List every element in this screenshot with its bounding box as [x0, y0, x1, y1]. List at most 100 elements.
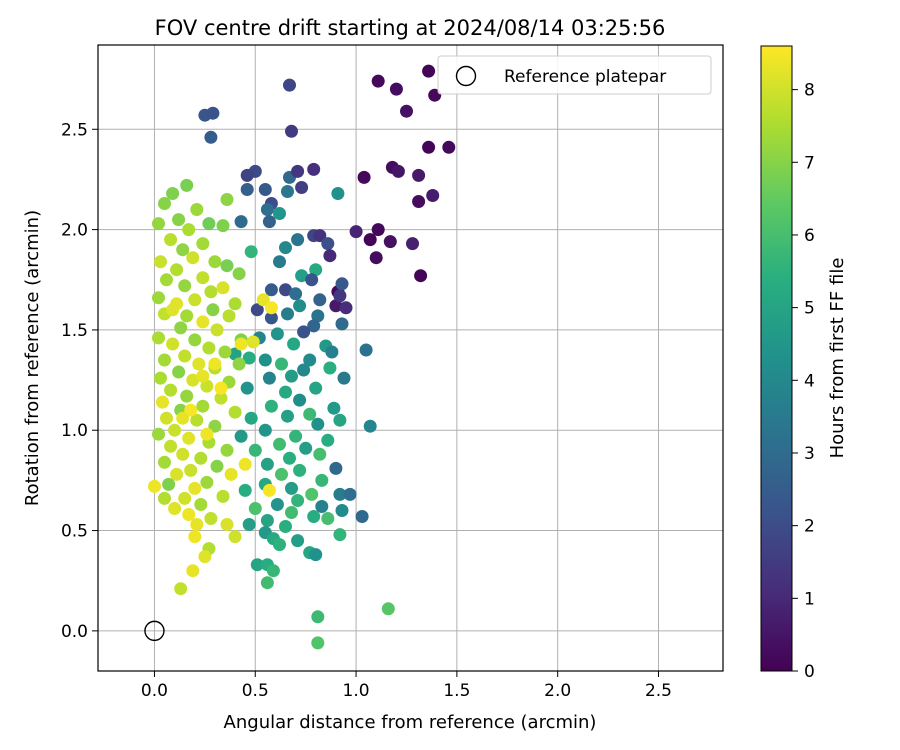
data-point: [156, 395, 169, 409]
data-point: [164, 439, 178, 453]
data-point: [281, 409, 294, 423]
data-point: [238, 457, 252, 471]
data-point: [412, 195, 426, 208]
data-point: [258, 423, 272, 437]
data-point: [196, 237, 210, 251]
data-point: [202, 217, 216, 231]
chart-title: FOV centre drift starting at 2024/08/14 …: [155, 16, 666, 40]
data-point: [244, 411, 258, 425]
data-point: [339, 301, 353, 315]
legend-label-reference: Reference platepar: [504, 67, 666, 87]
data-point: [222, 309, 236, 323]
data-point: [220, 518, 234, 531]
data-point: [200, 379, 214, 393]
data-point: [309, 548, 323, 562]
data-point: [335, 317, 349, 331]
data-point: [327, 401, 341, 415]
data-point: [313, 229, 327, 243]
data-point: [228, 297, 242, 311]
data-point: [295, 269, 309, 283]
colorbar-tick-label: 8: [804, 81, 815, 101]
x-tick-label: 1.5: [443, 681, 470, 701]
y-tick-label: 2.0: [61, 221, 88, 241]
data-point: [281, 307, 294, 321]
y-tick-label: 1.5: [61, 321, 88, 341]
data-point: [270, 327, 284, 341]
data-point: [273, 437, 286, 451]
data-point: [335, 277, 349, 291]
data-point: [194, 451, 208, 465]
data-point: [285, 369, 298, 383]
data-point: [359, 343, 373, 357]
data-point: [242, 518, 256, 531]
data-point: [389, 82, 403, 96]
data-point: [285, 481, 298, 495]
data-point: [273, 255, 286, 269]
data-point: [196, 399, 210, 413]
data-point: [303, 407, 317, 421]
data-point: [422, 64, 436, 78]
data-point: [152, 331, 165, 345]
y-tick-label: 0.0: [61, 622, 88, 642]
data-point: [262, 483, 276, 497]
data-point: [240, 381, 254, 395]
data-point: [371, 223, 385, 237]
data-point: [164, 233, 178, 247]
data-point: [202, 341, 216, 355]
x-tick-label: 1.0: [343, 681, 370, 701]
data-point: [250, 303, 264, 317]
x-tick-label: 0.5: [242, 681, 269, 701]
y-axis-ticks: 0.0 0.5 1.0 1.5 2.0 2.5: [61, 120, 98, 642]
y-axis-label: Rotation from reference (arcmin): [22, 210, 43, 506]
data-point: [321, 512, 335, 525]
data-point: [297, 363, 311, 377]
data-point: [170, 467, 184, 481]
data-point: [321, 433, 335, 447]
data-point: [295, 181, 309, 194]
data-point: [176, 411, 190, 425]
data-point: [188, 481, 202, 495]
data-point: [204, 130, 218, 144]
data-point: [391, 164, 405, 178]
data-point: [273, 538, 286, 552]
data-point: [224, 467, 238, 481]
data-point: [208, 255, 222, 269]
data-point: [264, 311, 278, 325]
colorbar-tick-label: 6: [804, 226, 815, 246]
data-point: [232, 357, 246, 371]
data-point: [182, 508, 196, 521]
data-point: [307, 510, 321, 523]
data-point: [240, 168, 254, 182]
data-point: [200, 475, 214, 489]
data-point: [329, 461, 343, 475]
data-point: [234, 215, 248, 229]
data-point: [285, 506, 298, 519]
data-point: [400, 104, 413, 118]
data-point: [305, 273, 319, 287]
data-point: [279, 520, 292, 533]
y-tick-label: 0.5: [61, 522, 88, 542]
data-point: [198, 550, 212, 564]
data-point: [152, 427, 165, 441]
data-point: [311, 610, 325, 624]
data-point: [166, 303, 180, 317]
data-point: [176, 243, 190, 257]
data-point: [228, 347, 242, 361]
data-point: [218, 345, 232, 359]
data-point: [260, 576, 274, 590]
data-point: [220, 193, 234, 206]
colorbar-tick-label: 5: [804, 299, 815, 319]
data-point: [164, 383, 178, 397]
data-point: [178, 279, 192, 293]
data-point: [307, 162, 321, 176]
data-point: [250, 558, 264, 572]
data-point: [160, 273, 173, 287]
data-point: [266, 564, 280, 578]
data-point: [152, 291, 165, 305]
data-point: [264, 301, 278, 315]
data-point: [238, 483, 252, 497]
data-point: [291, 164, 305, 178]
data-point: [168, 502, 182, 515]
data-point: [248, 443, 262, 457]
data-point: [172, 213, 186, 227]
